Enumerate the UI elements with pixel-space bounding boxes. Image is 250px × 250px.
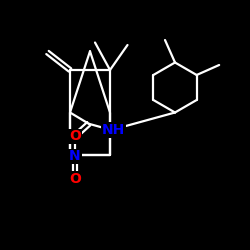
Text: O: O	[69, 172, 81, 186]
Text: O: O	[69, 129, 81, 143]
Text: N: N	[69, 149, 81, 163]
Text: NH: NH	[102, 123, 125, 137]
